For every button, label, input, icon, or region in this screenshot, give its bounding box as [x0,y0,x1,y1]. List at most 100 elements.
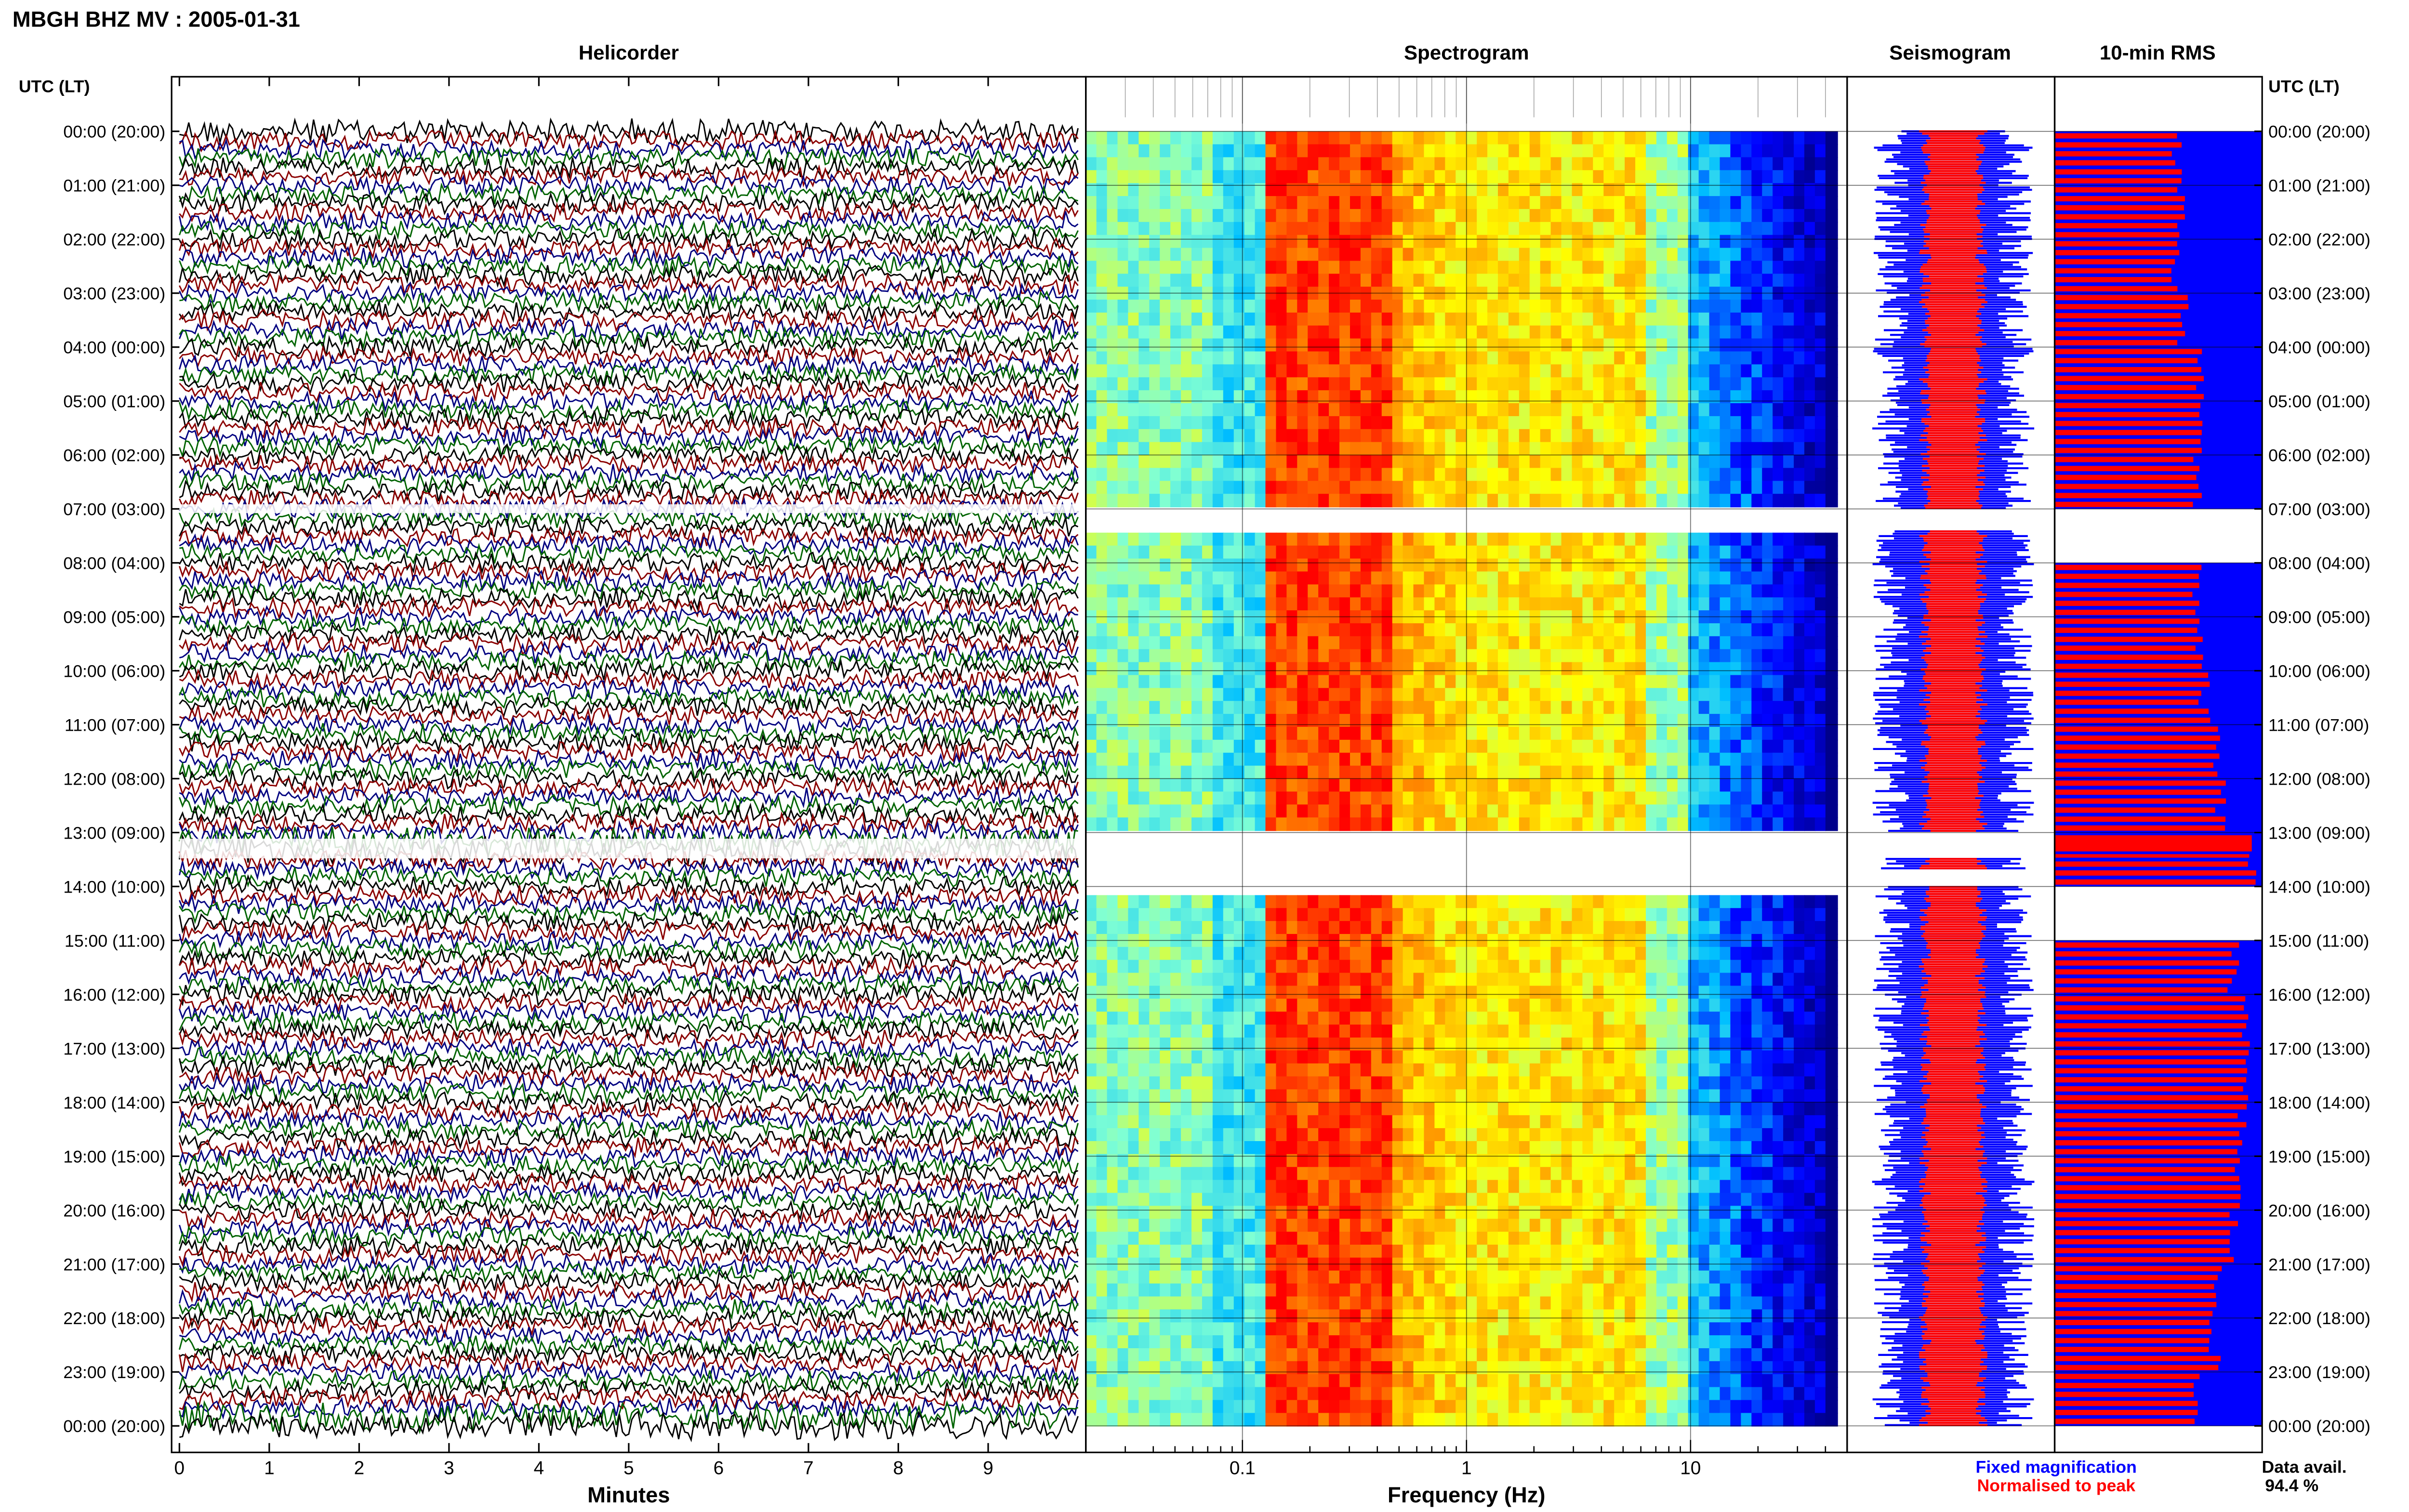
spectrogram-cell [1783,325,1795,339]
spectrogram-cell [1445,765,1456,779]
spectrogram-cell [1730,325,1742,339]
spectrogram-cell [1751,416,1763,430]
spectrogram-cell [1138,1012,1150,1026]
spectrogram-cell [1286,908,1298,922]
spectrogram-cell [1255,209,1266,223]
spectrogram-cell [1645,131,1657,145]
spectrogram-cell [1456,752,1467,766]
spectrogram-cell [1645,986,1657,999]
spectrogram-cell [1360,791,1372,805]
helicorder-trace [179,820,1079,845]
spectrogram-cell [1751,1089,1763,1103]
spectrogram-cell [1339,494,1351,508]
spectrogram-cell [1424,377,1435,391]
spectrogram-cell [1456,778,1467,792]
spectrogram-cell [1709,248,1721,262]
spectrogram-cell [1360,442,1372,456]
spectrogram-cell [1233,364,1245,378]
spectrogram-cell [1160,571,1171,585]
spectrogram-cell [1255,973,1266,986]
spectrogram-cell [1117,183,1129,197]
spectrogram-cell [1456,960,1467,973]
spectrogram-cell [1741,584,1752,598]
spectrogram-cell [1212,494,1224,508]
spectrogram-cell [1085,1025,1097,1039]
spectrogram-cell [1730,209,1742,223]
spectrogram-cell [1625,248,1636,262]
spectrogram-cell [1783,726,1795,741]
spectrogram-cell [1540,442,1551,456]
spectrogram-cell [1783,183,1795,197]
spectrogram-cell [1698,235,1710,249]
spectrogram-cell [1793,765,1805,779]
helicorder-trace [179,290,1079,314]
spectrogram-cell [1107,558,1118,572]
spectrogram-cell [1244,701,1256,715]
spectrogram-cell [1096,403,1108,417]
spectrogram-cell [1730,196,1742,210]
spectrogram-cell [1191,817,1203,831]
spectrogram-cell [1561,1012,1573,1026]
spectrogram-cell [1445,429,1456,443]
spectrogram-cell [1138,235,1150,249]
spectrogram-cell [1466,623,1478,637]
spectrogram-cell [1645,144,1657,158]
spectrogram-cell [1656,778,1668,792]
spectrogram-cell [1329,235,1340,249]
spectrogram-cell [1339,261,1351,275]
spectrogram-cell [1181,338,1192,352]
spectrogram-cell [1814,209,1827,223]
spectrogram-cell [1160,986,1171,999]
spectrogram-cell [1160,895,1171,909]
spectrogram-cell [1741,636,1752,650]
spectrogram-cell [1308,532,1319,546]
spectrogram-cell [1751,532,1763,546]
spectrogram-cell [1170,623,1182,637]
spectrogram-cell [1582,662,1594,676]
spectrogram-cell [1297,442,1309,456]
spectrogram-cell [1181,157,1192,171]
spectrogram-cell [1276,1037,1287,1052]
spectrogram-cell [1286,235,1298,249]
spectrogram-cell [1255,947,1266,961]
spectrogram-cell [1181,312,1192,327]
spectrogram-cell [1698,649,1710,663]
spectrogram-cell [1329,222,1340,236]
spectrogram-cell [1350,403,1362,417]
spectrogram-cell [1371,1089,1383,1103]
spectrogram-cell [1561,429,1573,443]
spectrogram-cell [1508,623,1520,637]
spectrogram-cell [1656,403,1668,417]
helicorder-trace [179,326,1079,351]
spectrogram-cell [1466,364,1478,378]
spectrogram-cell [1191,623,1203,637]
spectrogram-cell [1550,1076,1562,1090]
spectrogram-cell [1709,752,1721,766]
spectrogram-cell [1128,714,1139,728]
spectrogram-cell [1445,701,1456,715]
spectrogram-cell [1381,558,1393,572]
spectrogram-cell [1233,817,1245,831]
spectrogram-cell [1762,701,1774,715]
spectrogram-cell [1593,351,1604,365]
spectrogram-cell [1107,312,1118,327]
spectrogram-cell [1403,300,1414,314]
spectrogram-cell [1773,261,1784,275]
spectrogram-cell [1445,274,1456,288]
spectrogram-cell [1550,714,1562,728]
spectrogram-cell [1223,623,1234,637]
spectrogram-cell [1233,157,1245,171]
spectrogram-cell [1635,726,1647,741]
helicorder-trace [179,640,1079,665]
spectrogram-cell [1550,1025,1562,1039]
spectrogram-cell [1477,351,1488,365]
spectrogram-edge-cell [1825,351,1838,365]
spectrogram-cell [1434,494,1446,508]
spectrogram-cell [1181,701,1192,715]
spectrogram-cell [1286,390,1298,404]
spectrogram-cell [1487,209,1499,223]
spectrogram-cell [1466,248,1478,262]
spectrogram-cell [1360,1025,1372,1039]
spectrogram-cell [1804,532,1816,546]
spectrogram-cell [1497,468,1509,482]
